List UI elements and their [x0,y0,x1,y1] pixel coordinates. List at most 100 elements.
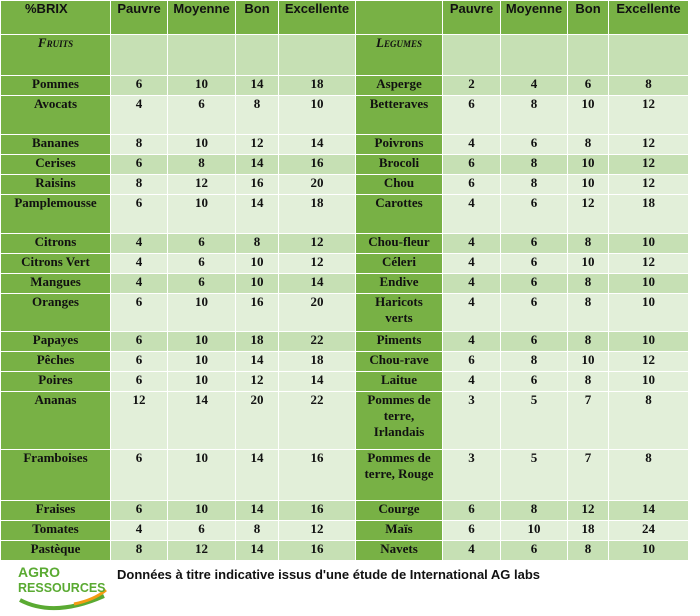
fruit-excellente-value: 16 [279,541,355,560]
vegetable-excellente-value: 18 [609,195,688,233]
vegetable-moyenne-value: 4 [501,76,567,95]
vegetable-pauvre-value: 6 [443,155,500,174]
fruit-moyenne-value: 14 [168,392,235,449]
vegetable-name: Endive [356,274,442,293]
vegetable-excellente-value: 8 [609,76,688,95]
brix-header: %BRIX [1,1,110,34]
col-header-excellente: Excellente [279,1,355,34]
fruit-moyenne-value: 10 [168,501,235,520]
vegetable-pauvre-value: 4 [443,195,500,233]
vegetable-pauvre-value: 6 [443,96,500,134]
fruit-pauvre-value: 6 [111,352,167,371]
fruit-moyenne-value: 12 [168,175,235,194]
vegetable-excellente-value: 8 [609,392,688,449]
vegetable-moyenne-value: 6 [501,195,567,233]
fruit-excellente-value: 20 [279,294,355,331]
logo-text-top: AGRO [18,564,60,580]
fruit-excellente-value: 16 [279,501,355,520]
fruit-moyenne-value: 6 [168,521,235,540]
col-header-moyenne-2: Moyenne [501,1,567,34]
fruit-moyenne-value: 12 [168,541,235,560]
table-row: Bananes 8 10 12 14 Poivrons 4 6 8 12 [1,135,688,154]
vegetable-name: Laitue [356,372,442,391]
fruit-name: Fraises [1,501,110,520]
fruit-excellente-value: 18 [279,76,355,95]
vegetable-moyenne-value: 8 [501,96,567,134]
fruit-excellente-value: 14 [279,274,355,293]
fruit-name: Pastèque [1,541,110,560]
fruit-moyenne-value: 10 [168,76,235,95]
vegetable-name: Chou-fleur [356,234,442,253]
vegetable-name: Carottes [356,195,442,233]
fruit-moyenne-value: 10 [168,135,235,154]
fruit-name: Poires [1,372,110,391]
table-row: Mangues 4 6 10 14 Endive 4 6 8 10 [1,274,688,293]
fruit-bon-value: 14 [236,541,278,560]
vegetable-excellente-value: 10 [609,372,688,391]
vegetable-moyenne-value: 10 [501,521,567,540]
fruit-moyenne-value: 10 [168,294,235,331]
fruit-pauvre-value: 12 [111,392,167,449]
table-row: Citrons 4 6 8 12 Chou-fleur 4 6 8 10 [1,234,688,253]
vegetable-bon-value: 8 [568,274,608,293]
vegetable-excellente-value: 10 [609,541,688,560]
vegetable-name: Céleri [356,254,442,273]
fruit-bon-value: 16 [236,294,278,331]
vegetable-pauvre-value: 4 [443,332,500,351]
fruit-pauvre-value: 6 [111,155,167,174]
fruit-pauvre-value: 6 [111,332,167,351]
vegetable-pauvre-value: 6 [443,521,500,540]
fruit-excellente-value: 10 [279,96,355,134]
vegetable-excellente-value: 12 [609,175,688,194]
fruit-pauvre-value: 6 [111,372,167,391]
fruit-name: Bananes [1,135,110,154]
vegetable-name: Haricots verts [356,294,442,331]
fruit-pauvre-value: 6 [111,294,167,331]
fruit-name: Citrons [1,234,110,253]
fruit-excellente-value: 14 [279,372,355,391]
table-row: Raisins 8 12 16 20 Chou 6 8 10 12 [1,175,688,194]
vegetable-moyenne-value: 6 [501,372,567,391]
agro-ressources-logo: AGRO RESSOURCES [18,564,107,610]
vegetable-name: Chou-rave [356,352,442,371]
fruit-pauvre-value: 8 [111,175,167,194]
vegetable-pauvre-value: 6 [443,352,500,371]
fruit-bon-value: 10 [236,254,278,273]
fruit-excellente-value: 20 [279,175,355,194]
vegetable-moyenne-value: 6 [501,541,567,560]
vegetable-name: Poivrons [356,135,442,154]
fruit-name: Raisins [1,175,110,194]
fruit-pauvre-value: 8 [111,541,167,560]
fruit-bon-value: 8 [236,521,278,540]
vegetable-pauvre-value: 3 [443,450,500,500]
fruit-moyenne-value: 6 [168,254,235,273]
fruit-excellente-value: 16 [279,450,355,500]
section-legumes: Legumes [356,35,442,75]
vegetable-bon-value: 6 [568,76,608,95]
fruit-name: Pamplemousse [1,195,110,233]
fruit-bon-value: 12 [236,372,278,391]
vegetable-moyenne-value: 6 [501,294,567,331]
fruit-moyenne-value: 10 [168,352,235,371]
fruit-bon-value: 14 [236,450,278,500]
vegetable-bon-value: 10 [568,155,608,174]
fruit-name: Avocats [1,96,110,134]
fruit-name: Tomates [1,521,110,540]
table-row: Cerises 6 8 14 16 Brocoli 6 8 10 12 [1,155,688,174]
vegetable-excellente-value: 14 [609,501,688,520]
vegetable-name: Navets [356,541,442,560]
vegetable-pauvre-value: 4 [443,234,500,253]
fruit-name: Framboises [1,450,110,500]
brix-table: %BRIX Pauvre Moyenne Bon Excellente Pauv… [0,0,689,561]
fruit-pauvre-value: 6 [111,195,167,233]
vegetable-bon-value: 10 [568,254,608,273]
vegetable-excellente-value: 12 [609,155,688,174]
vegetable-pauvre-value: 6 [443,501,500,520]
footer: AGRO RESSOURCES Données à titre indicati… [0,556,700,616]
fruit-excellente-value: 22 [279,392,355,449]
table-row: Pastèque 8 12 14 16 Navets 4 6 8 10 [1,541,688,560]
vegetable-pauvre-value: 2 [443,76,500,95]
vegetable-bon-value: 7 [568,450,608,500]
vegetable-name: Betteraves [356,96,442,134]
col-header-moyenne: Moyenne [168,1,235,34]
